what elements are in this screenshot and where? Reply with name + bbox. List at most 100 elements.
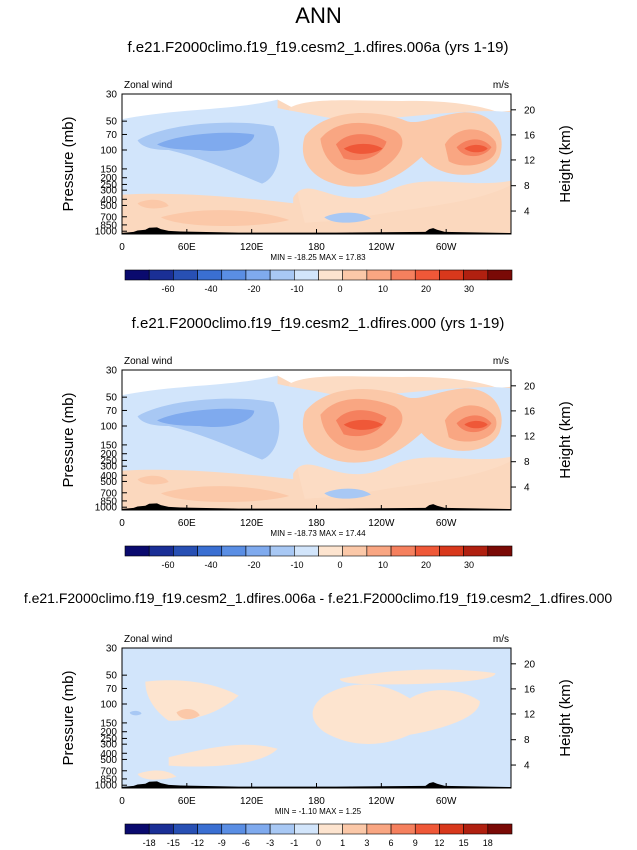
colorbar-label: 18 [483, 838, 493, 848]
y-tick-label: 150 [100, 164, 117, 175]
height-tick-label: 12 [524, 431, 536, 442]
y-tick-label: 100 [100, 700, 117, 711]
contour-field [122, 648, 511, 788]
colorbar-label: 6 [389, 838, 394, 848]
y-tick-label: 400 [100, 195, 117, 206]
min-max-label: MIN = -18.73 MAX = 17.44 [270, 529, 366, 538]
colorbar-swatch [124, 269, 150, 281]
colorbar-label: 0 [337, 560, 342, 570]
colorbar-label: -10 [290, 284, 303, 294]
height-tick-label: 16 [524, 684, 536, 695]
height-tick-label: 16 [524, 130, 536, 141]
colorbar-swatch [414, 545, 440, 557]
contour-region [324, 488, 371, 499]
height-tick-label: 8 [524, 735, 530, 746]
contour-region [137, 475, 169, 485]
height-tick-label: 12 [524, 709, 536, 720]
panel-title: f.e21.F2000climo.f19_f19.cesm2_1.dfires.… [24, 590, 613, 606]
colorbar-swatch [342, 269, 368, 281]
contour-field [122, 99, 511, 234]
colorbar-swatch [197, 269, 223, 281]
height-tick-label: 8 [524, 457, 530, 468]
y-tick-label: 200 [100, 449, 117, 460]
colorbar-label: -20 [247, 560, 260, 570]
colorbar-label: 15 [459, 838, 469, 848]
colorbar-swatch [487, 823, 513, 835]
colorbar-swatch [318, 823, 343, 835]
colorbar-swatch [439, 823, 464, 835]
x-tick-label: 120W [368, 796, 395, 807]
colorbar-label: -15 [167, 838, 180, 848]
colorbar-label: 20 [421, 560, 431, 570]
y-tick-label: 200 [100, 727, 117, 738]
contour-region [145, 680, 239, 721]
panel-1: f.e21.F2000climo.f19_f19.cesm2_1.dfires.… [60, 39, 574, 294]
colorbar-label: -20 [247, 284, 260, 294]
y-axis-label-right: Height (km) [557, 679, 574, 757]
height-tick-label: 20 [524, 105, 536, 116]
y-tick-label: 70 [106, 130, 118, 141]
panel-3: f.e21.F2000climo.f19_f19.cesm2_1.dfires.… [24, 590, 613, 848]
contour-region [339, 669, 496, 685]
colorbar-label: 9 [413, 838, 418, 848]
colorbar-swatch [124, 823, 150, 835]
colorbar-label: -9 [218, 838, 226, 848]
y-axis-label: Pressure (mb) [60, 670, 77, 765]
colorbar-swatch [439, 545, 464, 557]
colorbar-label: -40 [204, 560, 217, 570]
colorbar-swatch [294, 823, 319, 835]
y-tick-label: 850 [100, 774, 117, 785]
contour-region [157, 408, 255, 427]
colorbar-swatch [221, 269, 247, 281]
contour-region [464, 420, 488, 429]
colorbar-swatch [390, 545, 416, 557]
colorbar-swatch [463, 269, 489, 281]
y-tick-label: 50 [106, 671, 118, 682]
colorbar-label: 1 [340, 838, 345, 848]
left-string: Zonal wind [124, 634, 172, 645]
contour-region [137, 770, 177, 780]
x-tick-label: 60W [436, 242, 457, 253]
y-tick-label: 100 [100, 146, 117, 157]
colorbar-label: 30 [464, 560, 474, 570]
colorbar-label: -60 [161, 284, 174, 294]
height-tick-label: 4 [524, 483, 530, 494]
y-tick-label: 500 [100, 201, 117, 212]
min-max-label: MIN = -1.10 MAX = 1.25 [275, 807, 362, 816]
y-tick-label: 400 [100, 749, 117, 760]
left-string: Zonal wind [124, 80, 172, 91]
y-tick-label: 1000 [95, 227, 118, 238]
colorbar-swatch [148, 545, 174, 557]
colorbar-label: 10 [378, 560, 388, 570]
colorbar-swatch [414, 269, 440, 281]
colorbar-swatch [463, 823, 489, 835]
colorbar-swatch [318, 269, 343, 281]
x-tick-label: 60E [178, 242, 196, 253]
colorbar-label: -40 [204, 284, 217, 294]
y-tick-label: 300 [100, 186, 117, 197]
colorbar-swatch [294, 545, 319, 557]
colorbar-label: -6 [242, 838, 250, 848]
colorbar-swatch [366, 545, 392, 557]
colorbar-label: 20 [421, 284, 431, 294]
contour-region [160, 210, 290, 226]
x-tick-label: 60W [436, 518, 457, 529]
colorbar-swatch [487, 545, 513, 557]
y-tick-label: 200 [100, 173, 117, 184]
colorbar-swatch [221, 823, 247, 835]
y-tick-label: 250 [100, 456, 117, 467]
y-axis-label-right: Height (km) [557, 401, 574, 479]
y-tick-label: 250 [100, 734, 117, 745]
colorbar-label: -1 [290, 838, 298, 848]
colorbar-swatch [390, 823, 416, 835]
x-tick-label: 180 [308, 796, 325, 807]
colorbar-label: -60 [161, 560, 174, 570]
colorbar-swatch [173, 269, 198, 281]
y-tick-label: 300 [100, 740, 117, 751]
colorbar-swatch [245, 269, 271, 281]
y-tick-label: 1000 [95, 503, 118, 514]
colorbar-label: 0 [337, 284, 342, 294]
colorbar-label: 10 [378, 284, 388, 294]
height-tick-label: 20 [524, 659, 536, 670]
